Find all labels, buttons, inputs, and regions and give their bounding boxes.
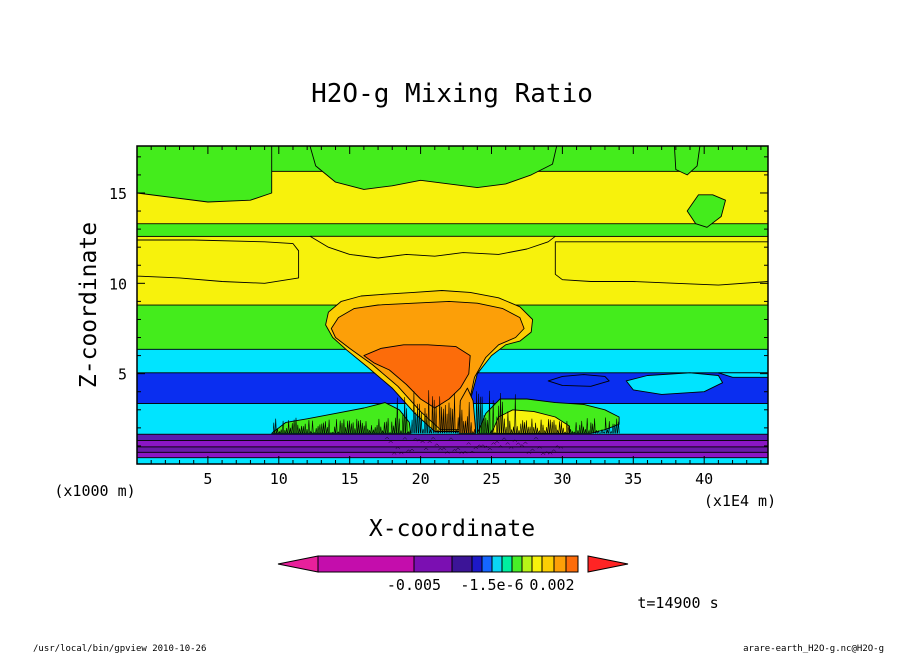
contour-regions <box>137 146 768 434</box>
x-tick-label-10: 10 <box>270 470 288 488</box>
y-tick-label-5: 5 <box>118 366 127 384</box>
colorbar-arrow-left <box>277 555 319 573</box>
contour-region-2 <box>309 146 558 190</box>
x-tick-label-20: 20 <box>412 470 430 488</box>
turbulence-contour-lines <box>272 390 620 434</box>
x-tick-label-40: 40 <box>695 470 713 488</box>
colorbar-swatch-0 <box>317 555 415 573</box>
colorbar-swatch-11 <box>553 555 567 573</box>
contour-region-10 <box>547 374 610 387</box>
contour-region-9 <box>363 344 471 409</box>
y-axis-label: Z-coordinate <box>76 222 102 388</box>
contour-region-12 <box>717 372 768 378</box>
footer-left: /usr/local/bin/gpview 2010-10-26 <box>33 644 206 654</box>
colorbar-swatch-10 <box>541 555 555 573</box>
colorbar-swatch-7 <box>511 555 523 573</box>
contour-region-13 <box>271 402 412 434</box>
surface-turbulence-contours <box>272 390 620 456</box>
colorbar-arrow-right <box>587 555 629 573</box>
contour-region-3 <box>673 146 701 176</box>
contour-band-1 <box>137 451 768 459</box>
contour-region-6 <box>137 239 300 284</box>
x-tick-label-35: 35 <box>624 470 642 488</box>
contour-region-11 <box>625 372 724 395</box>
y-tick-label-15: 15 <box>109 185 127 203</box>
colorbar-swatch-4 <box>481 555 493 573</box>
plot-frame <box>136 145 769 465</box>
colorbar-label-1: -1.5e-6 <box>460 576 523 594</box>
x-tick-label-25: 25 <box>482 470 500 488</box>
colorbar-swatch-12 <box>565 555 579 573</box>
colorbar-swatch-6 <box>501 555 513 573</box>
contour-region-0 <box>309 235 556 259</box>
chart-title: H2O-g Mixing Ratio <box>311 79 593 109</box>
colorbar-swatch-5 <box>491 555 503 573</box>
y-tick-label-10: 10 <box>109 275 127 293</box>
x-unit-note: (x1E4 m) <box>704 492 776 510</box>
colorbar-swatch-3 <box>471 555 483 573</box>
x-axis-label: X-coordinate <box>369 516 535 542</box>
y-unit-note: (x1000 m) <box>54 482 135 500</box>
x-axis: 5 10 15 20 25 30 35 40 <box>150 146 762 488</box>
colorbar-swatch-2 <box>451 555 473 573</box>
near-surface-contour-marks <box>384 436 563 456</box>
colorbar-label-2: 0.002 <box>529 576 574 594</box>
contour-band-0 <box>137 457 768 464</box>
time-label: t=14900 s <box>637 594 718 612</box>
contour-region-5 <box>554 241 768 286</box>
colorbar-swatch-8 <box>521 555 533 573</box>
footer-right: arare-earth_H2O-g.nc@H2O-g <box>743 644 884 654</box>
contour-band-2 <box>137 446 768 453</box>
plot-area <box>137 146 768 464</box>
y-axis: 5 10 15 <box>109 156 768 447</box>
x-tick-label-15: 15 <box>341 470 359 488</box>
colorbar-swatch-9 <box>531 555 543 573</box>
x-tick-label-30: 30 <box>553 470 571 488</box>
contour-region-1 <box>137 146 273 203</box>
x-tick-label-5: 5 <box>203 470 212 488</box>
contour-region-4 <box>686 194 726 228</box>
contour-band-10 <box>137 223 768 237</box>
contour-band-3 <box>137 440 768 448</box>
colorbar-label-0: -0.005 <box>387 576 441 594</box>
colorbar-swatch-1 <box>413 555 453 573</box>
colorbar: -0.005 -1.5e-6 0.002 <box>277 555 629 594</box>
